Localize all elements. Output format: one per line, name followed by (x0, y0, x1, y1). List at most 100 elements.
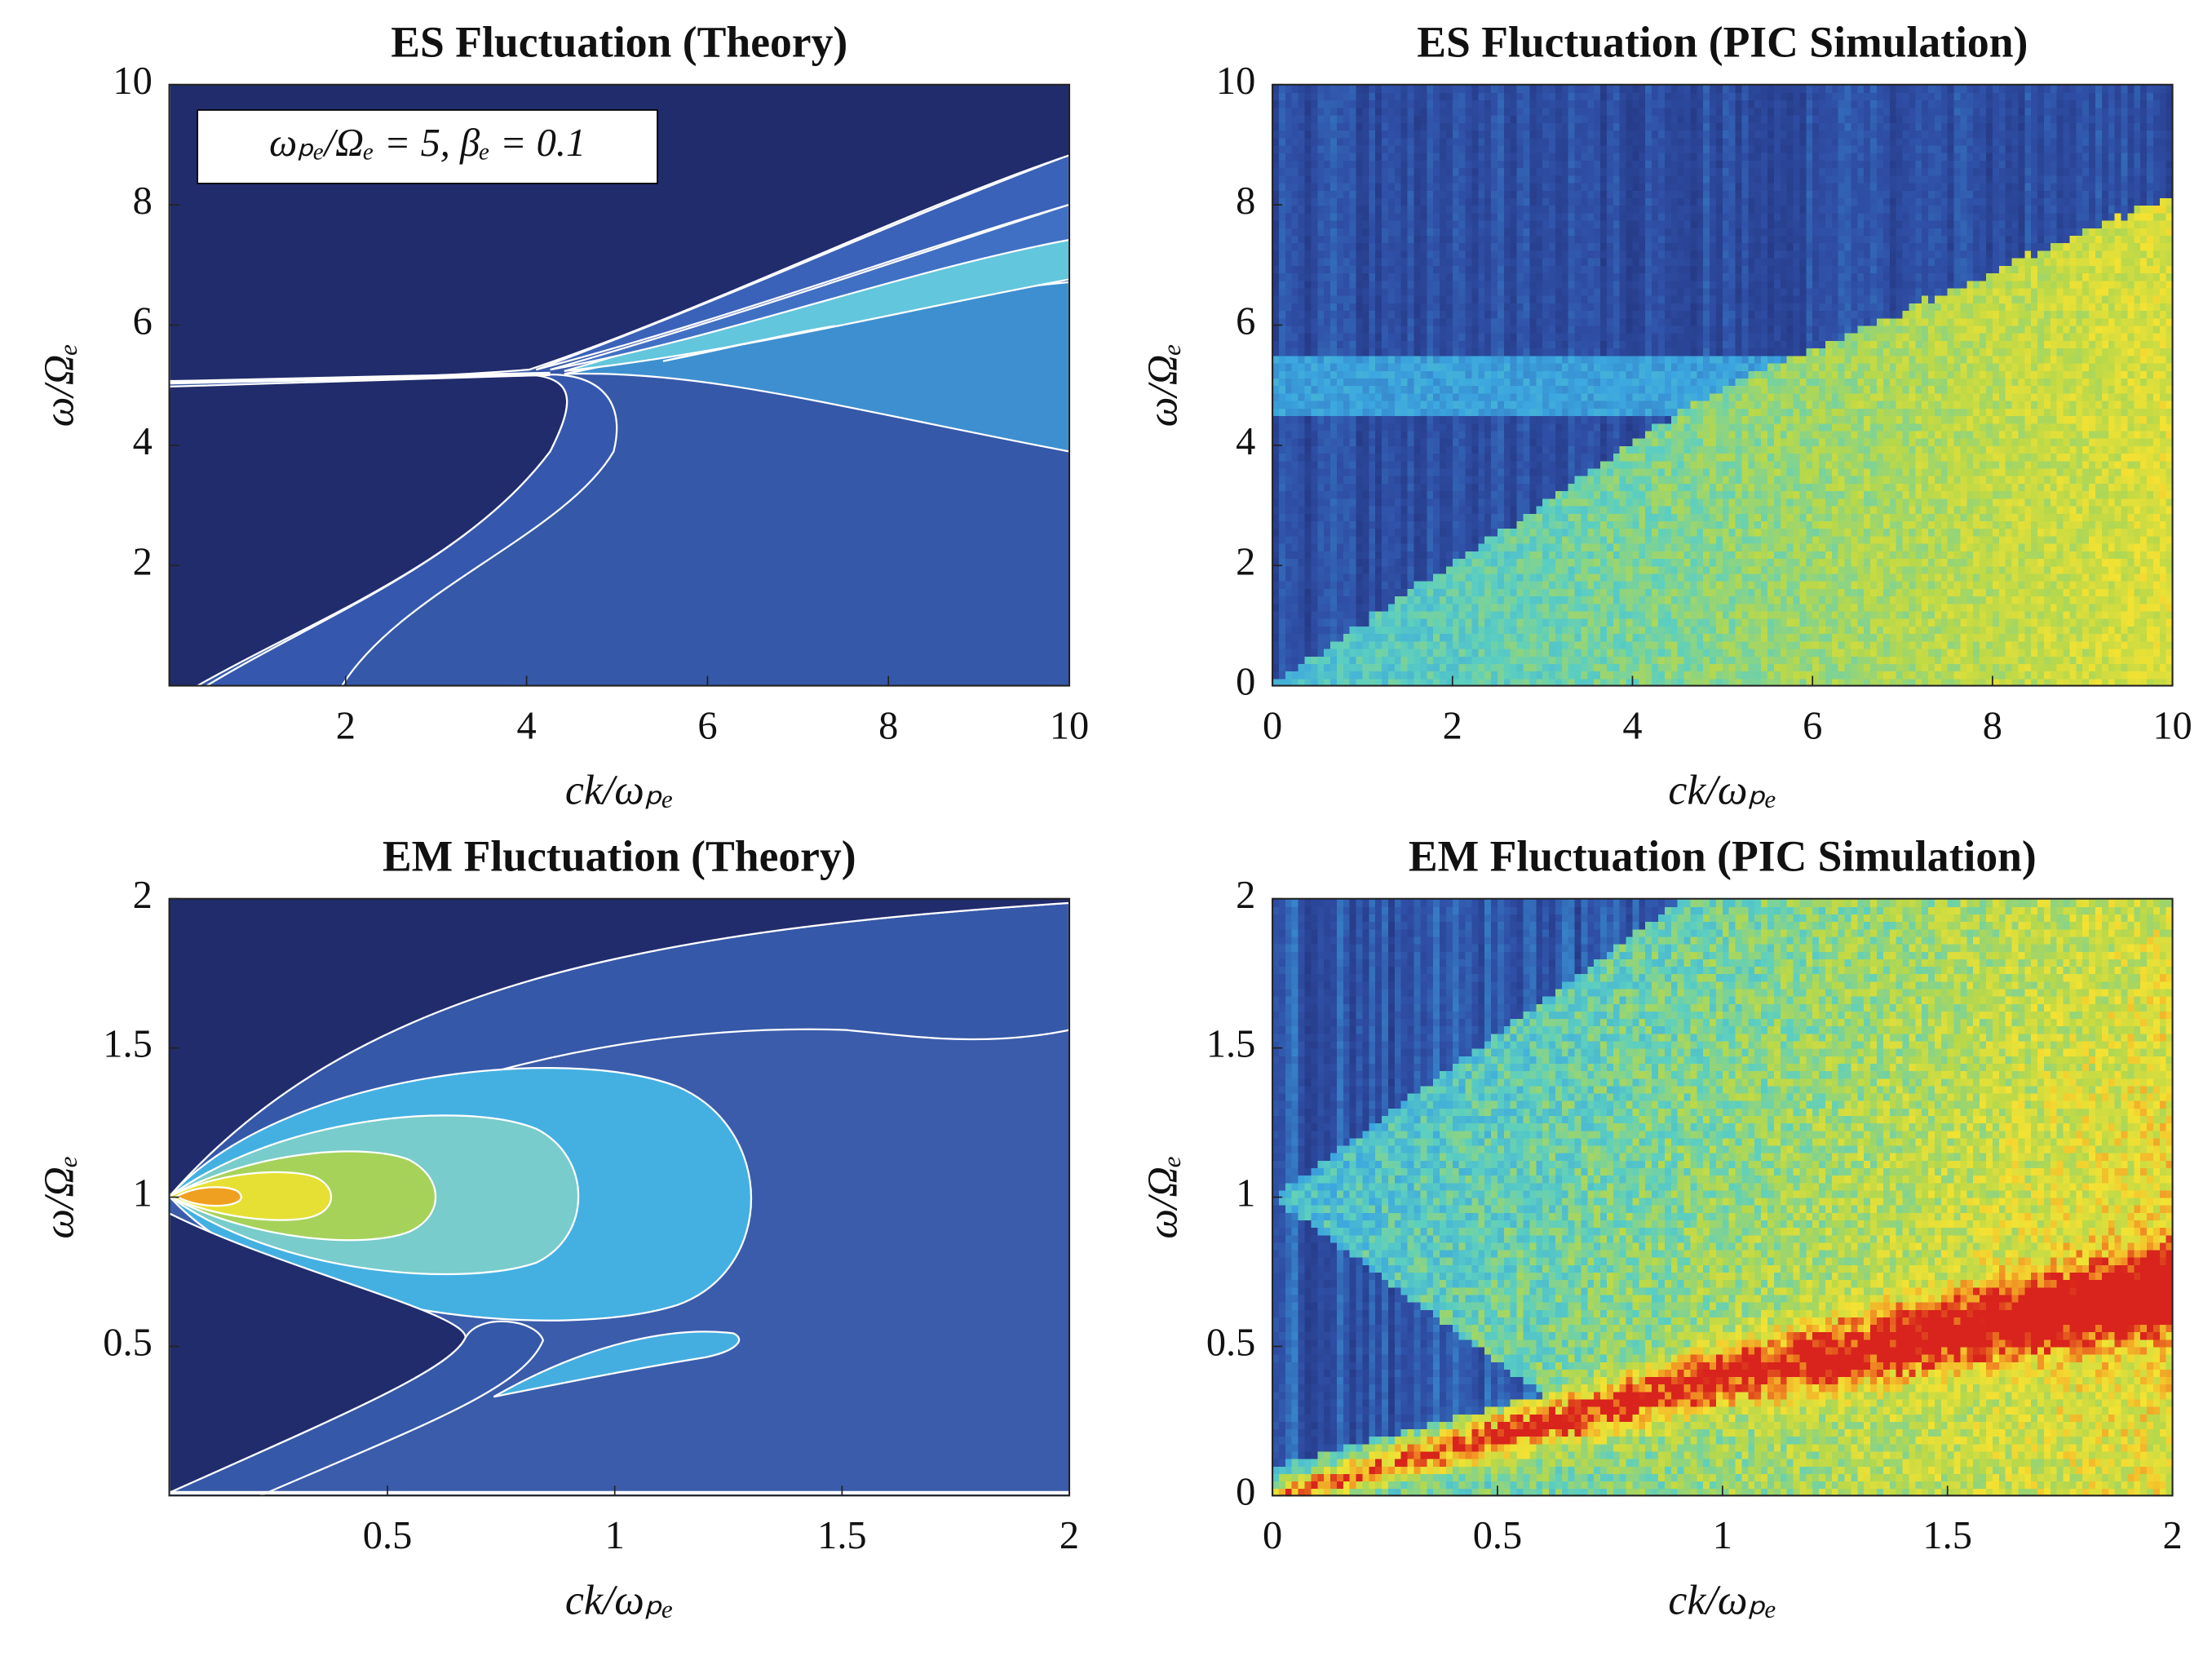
heatmap-cell (1466, 258, 1473, 266)
heatmap-cell (1536, 107, 1543, 115)
heatmap-cell (1529, 423, 1537, 431)
heatmap-cell (1484, 370, 1492, 379)
heatmap-cell (1478, 649, 1485, 657)
heatmap-cell (1511, 385, 1518, 393)
heatmap-cell (1652, 490, 1659, 498)
heatmap-cell (1375, 401, 1382, 409)
heatmap-cell (1484, 490, 1492, 498)
heatmap-cell (1613, 295, 1621, 303)
heatmap-cell (1581, 85, 1588, 93)
heatmap-cell (1446, 453, 1453, 461)
heatmap-cell (1549, 303, 1556, 311)
heatmap-cell (1298, 453, 1306, 461)
heatmap-cell (1511, 348, 1518, 356)
heatmap-cell (1517, 85, 1524, 93)
heatmap-cell (1542, 498, 1550, 506)
heatmap-cell (1401, 355, 1409, 363)
heatmap-cell (1279, 528, 1286, 536)
heatmap-cell (1498, 640, 1505, 649)
heatmap-cell (1575, 528, 1582, 536)
heatmap-cell (1665, 310, 1672, 318)
heatmap-cell (1536, 220, 1543, 228)
heatmap-cell (1285, 558, 1293, 566)
heatmap-cell (1613, 573, 1621, 581)
heatmap-cell (1369, 663, 1376, 671)
heatmap-cell (1575, 325, 1582, 333)
heatmap-cell (1504, 220, 1511, 228)
heatmap-cell (1562, 626, 1569, 634)
heatmap-cell (1478, 183, 1485, 191)
heatmap-cell (1652, 137, 1659, 145)
heatmap-cell (1343, 115, 1351, 123)
heatmap-cell (1645, 438, 1652, 446)
heatmap-cell (1343, 483, 1351, 491)
heatmap-cell (1581, 415, 1588, 423)
heatmap-cell (1427, 115, 1434, 123)
heatmap-cell (1446, 649, 1453, 657)
heatmap-cell (1453, 85, 1460, 93)
heatmap-cell (1620, 153, 1627, 161)
heatmap-cell (1549, 490, 1556, 498)
heatmap-cell (1395, 272, 1402, 281)
heatmap-cell (1658, 122, 1666, 131)
heatmap-cell (1330, 385, 1338, 393)
heatmap-cell (1292, 325, 1299, 333)
heatmap-cell (1292, 310, 1299, 318)
heatmap-cell (1337, 272, 1344, 281)
heatmap-cell (1427, 551, 1434, 559)
heatmap-cell (1466, 520, 1473, 529)
heatmap-cell (1511, 618, 1518, 627)
heatmap-cell (1587, 467, 1595, 476)
heatmap-cell (1356, 506, 1364, 514)
heatmap-cell (1330, 220, 1338, 228)
heatmap-cell (1471, 212, 1479, 220)
heatmap-cell (1484, 640, 1492, 649)
heatmap-cell (1388, 250, 1396, 258)
heatmap-cell (1279, 265, 1286, 273)
heatmap-cell (1523, 175, 1530, 183)
heatmap-cell (1620, 265, 1627, 273)
heatmap-cell (1279, 160, 1286, 168)
heatmap-cell (1330, 228, 1338, 236)
heatmap-cell (1356, 633, 1364, 641)
heatmap-cell (1665, 235, 1672, 243)
heatmap-cell (1362, 663, 1369, 671)
heatmap-cell (1652, 348, 1659, 356)
heatmap-cell (1652, 333, 1659, 341)
heatmap-cell (1517, 610, 1524, 618)
heatmap-cell (1343, 671, 1351, 679)
heatmap-cell (1652, 197, 1659, 206)
heatmap-cell (1433, 573, 1440, 581)
heatmap-cell (1459, 295, 1467, 303)
heatmap-cell (1311, 167, 1318, 175)
heatmap-cell (1594, 235, 1601, 243)
heatmap-cell (1433, 506, 1440, 514)
heatmap-cell (1652, 100, 1659, 108)
heatmap-cell (1292, 558, 1299, 566)
heatmap-cell (1356, 303, 1364, 311)
heatmap-cell (1607, 656, 1614, 664)
heatmap-cell (1446, 423, 1453, 431)
heatmap-cell (1523, 498, 1530, 506)
heatmap-cell (1517, 415, 1524, 423)
heatmap-cell (1356, 401, 1364, 409)
heatmap-cell (1395, 190, 1402, 198)
heatmap-cell (1337, 242, 1344, 250)
heatmap-cell (1292, 167, 1299, 175)
heatmap-cell (1311, 610, 1318, 618)
heatmap-cell (1279, 415, 1286, 423)
heatmap-cell (1388, 490, 1396, 498)
heatmap-cell (1600, 197, 1608, 206)
heatmap-cell (1658, 610, 1666, 618)
heatmap-cell (1665, 603, 1672, 611)
heatmap-cell (1292, 535, 1299, 543)
heatmap-cell (1511, 190, 1518, 198)
heatmap-cell (1427, 415, 1434, 423)
heatmap-cell (1413, 280, 1421, 288)
heatmap-cell (1607, 558, 1614, 566)
heatmap-cell (1356, 467, 1364, 476)
heatmap-cell (1408, 415, 1415, 423)
heatmap-cell (1491, 618, 1498, 627)
heatmap-cell (1632, 453, 1639, 461)
